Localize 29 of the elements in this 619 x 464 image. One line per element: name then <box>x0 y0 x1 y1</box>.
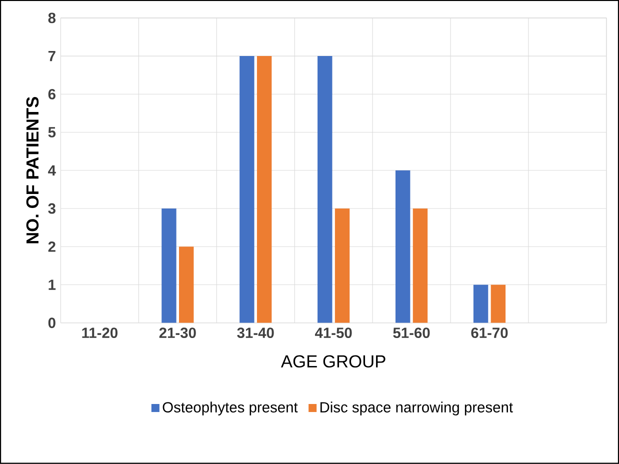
x-tick-label: 61-70 <box>471 328 508 338</box>
bar <box>256 56 272 323</box>
x-axis-title: AGE GROUP <box>280 355 386 368</box>
y-tick-label: 7 <box>48 51 56 62</box>
y-tick-label: 6 <box>48 89 56 100</box>
y-tick-label: 3 <box>48 203 56 214</box>
y-axis-title: NO. OF PATIENTS <box>26 97 39 244</box>
y-tick-label: 1 <box>48 280 56 290</box>
y-tick-label: 2 <box>48 242 56 252</box>
x-tick-label: 21-30 <box>159 328 196 338</box>
y-tick-label: 5 <box>48 127 56 138</box>
x-tick-label: 51-60 <box>393 328 430 338</box>
bar <box>490 284 506 323</box>
legend-label: Disc space narrowing present <box>320 402 513 416</box>
y-tick-label: 4 <box>48 165 56 176</box>
y-tick-label: 8 <box>48 12 56 24</box>
legend-label: Osteophytes present <box>162 402 298 416</box>
bar <box>318 56 332 323</box>
bar <box>162 208 176 323</box>
bar <box>178 246 194 323</box>
x-tick-label: 31-40 <box>237 328 274 338</box>
x-tick-label: 11-20 <box>82 328 118 338</box>
bar <box>334 208 350 323</box>
bar <box>473 284 488 323</box>
bar <box>412 208 428 323</box>
bar <box>240 56 254 323</box>
y-tick-label: 0 <box>48 318 56 328</box>
bar <box>395 170 410 323</box>
x-tick-label: 41-50 <box>314 328 352 338</box>
